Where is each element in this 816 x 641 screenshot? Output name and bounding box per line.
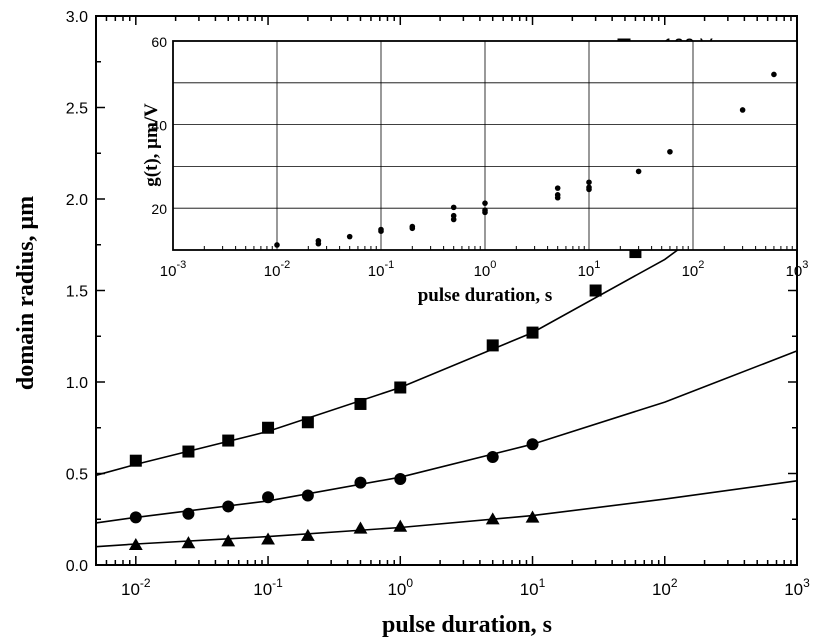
y-tick-label: 0.0: [66, 558, 88, 575]
main-plot: 10-2 10-1 100 101 102 103 0.0 0.5 1.0 1.5 2.0 2.5 3.…: [66, 9, 810, 599]
inset-x-tick-label: 10-2: [264, 259, 290, 280]
inset-data-point: [482, 207, 488, 214]
inset-x-tick-label: 102: [682, 259, 705, 280]
data-point-100-v: [589, 284, 602, 297]
data-point-50-v: [129, 511, 142, 524]
data-point-20-v: [300, 528, 315, 541]
inset-data-point: [450, 204, 457, 211]
data-point-20-v: [221, 534, 236, 547]
x-tick-label: 103: [784, 576, 810, 599]
inset-y-tick-label: 40: [151, 118, 167, 134]
data-point-50-v: [182, 507, 195, 520]
data-point-20-v: [261, 532, 275, 545]
data-point-50-v: [354, 476, 367, 489]
x-tick-label: 102: [652, 576, 678, 599]
inset-data-point: [315, 238, 322, 244]
y-tick-label: 2.0: [66, 192, 88, 209]
inset-data-point: [450, 212, 457, 219]
inset-x-axis-title: pulse duration, s: [418, 285, 553, 306]
inset-data-point: [739, 107, 746, 113]
inset-x-tick-label: 10-3: [160, 259, 186, 280]
data-point-100-v: [354, 397, 367, 410]
fit-line-20-v: [95, 480, 798, 548]
data-point-20-v: [128, 537, 143, 551]
data-point-50-v: [262, 491, 275, 504]
data-point-100-v: [526, 326, 539, 339]
inset-data-point: [346, 233, 353, 240]
data-point-100-v: [301, 416, 314, 429]
y-tick-label: 2.5: [66, 101, 88, 118]
data-point-20-v: [181, 536, 196, 549]
inset-data-point: [586, 184, 592, 191]
data-point-20-v: [525, 510, 540, 523]
x-axis-title: pulse duration, s: [382, 612, 552, 638]
data-point-100-v: [182, 445, 195, 458]
inset-data-point: [378, 226, 384, 233]
inset-data-point: [554, 192, 561, 198]
y-tick-label: 3.0: [66, 9, 88, 26]
inset-plot: 10-3 10-2 10-1 100 101 102 103 20 40 60: [151, 34, 808, 280]
x-tick-label: 10-1: [253, 576, 283, 599]
data-point-100-v: [262, 421, 275, 434]
inset-x-tick-label: 10-1: [368, 259, 394, 280]
x-tick-label: 100: [387, 576, 413, 599]
data-point-50-v: [486, 451, 499, 464]
data-point-20-v: [393, 519, 408, 532]
y-tick-label: 1.5: [66, 284, 88, 301]
y-tick-label: 1.0: [66, 375, 88, 392]
inset-data-point: [482, 200, 488, 206]
data-point-20-v: [485, 512, 500, 525]
inset-x-tick-label: 100: [474, 259, 497, 280]
fit-line-50-v: [95, 350, 798, 524]
data-point-100-v: [486, 339, 499, 352]
inset-data-point: [409, 223, 416, 230]
x-tick-label: 10-2: [121, 576, 151, 599]
inset-y-tick-label: 20: [151, 201, 167, 217]
data-point-20-v: [353, 521, 368, 534]
inset-data-point: [771, 71, 777, 78]
inset-data-point: [667, 148, 673, 155]
inset-x-tick-label: 101: [578, 259, 601, 280]
inset-frame: [172, 40, 798, 251]
data-point-50-v: [394, 472, 407, 485]
inset-x-tick-label: 103: [786, 259, 809, 280]
inset-data-point: [554, 185, 561, 191]
data-point-100-v: [394, 381, 407, 394]
data-point-50-v: [526, 438, 539, 451]
y-tick-label: 0.5: [66, 467, 88, 484]
y-axis-title: domain radius, μm: [13, 196, 39, 390]
data-point-50-v: [301, 489, 314, 502]
data-point-100-v: [222, 434, 235, 447]
x-tick-label: 101: [520, 576, 546, 599]
data-point-100-v: [129, 454, 142, 467]
data-point-50-v: [222, 500, 235, 513]
inset-y-axis-title: g(t), μm/V: [141, 103, 162, 187]
inset-y-tick-label: 60: [151, 34, 167, 50]
inset-data-point: [586, 179, 592, 186]
inset-data-point: [635, 168, 642, 175]
inset-data-point: [274, 242, 280, 248]
